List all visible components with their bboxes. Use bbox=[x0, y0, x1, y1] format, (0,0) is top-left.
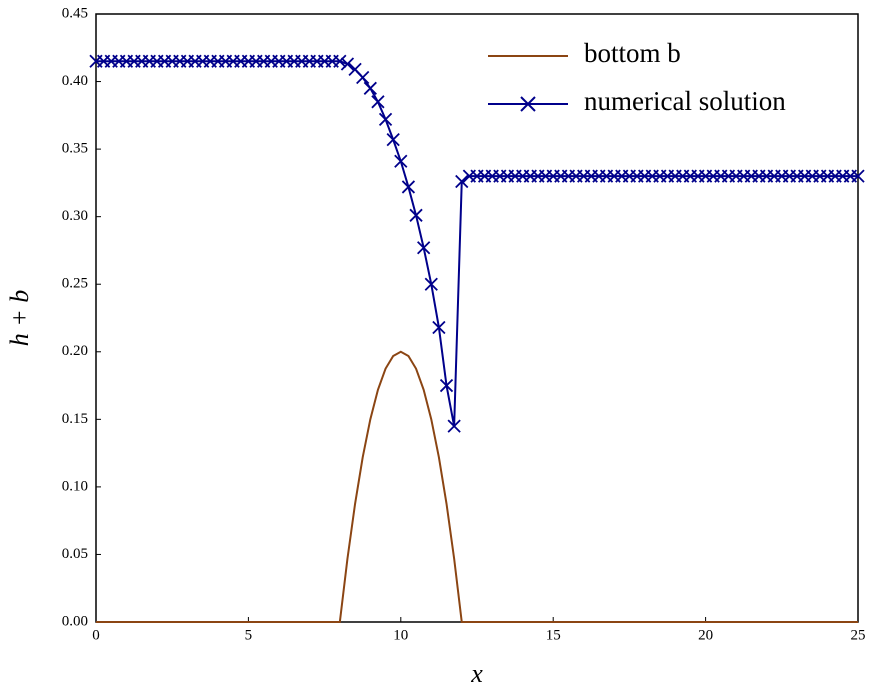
legend-marker bbox=[520, 96, 536, 112]
marker bbox=[432, 320, 446, 335]
x-tick-label: 20 bbox=[698, 627, 713, 643]
marker bbox=[394, 154, 408, 168]
marker bbox=[401, 180, 416, 194]
x-tick-label: 25 bbox=[851, 627, 866, 643]
marker bbox=[455, 174, 469, 189]
marker bbox=[409, 208, 423, 222]
x-tick-label: 10 bbox=[393, 627, 408, 643]
marker bbox=[356, 70, 370, 85]
marker bbox=[363, 81, 377, 95]
y-tick-label: 0.25 bbox=[62, 276, 88, 292]
y-tick-label: 0.15 bbox=[62, 411, 88, 427]
marker bbox=[447, 419, 461, 433]
legend-label: bottom b bbox=[584, 38, 681, 68]
x-tick-label: 0 bbox=[92, 627, 100, 643]
x-tick-label: 5 bbox=[245, 627, 253, 643]
x-axis-label: x bbox=[470, 659, 483, 688]
marker bbox=[340, 57, 355, 71]
marker bbox=[424, 277, 438, 291]
marker bbox=[851, 169, 865, 183]
y-tick-label: 0.35 bbox=[62, 141, 88, 157]
series-line bbox=[96, 350, 858, 623]
x-tick-label: 15 bbox=[546, 627, 561, 643]
y-axis-label: h + b bbox=[5, 290, 34, 347]
y-tick-label: 0.20 bbox=[62, 343, 88, 359]
y-tick-label: 0.40 bbox=[62, 73, 88, 89]
y-tick-label: 0.45 bbox=[62, 5, 88, 21]
y-tick-label: 0.30 bbox=[62, 208, 88, 224]
marker bbox=[333, 54, 347, 68]
marker bbox=[386, 133, 400, 147]
marker bbox=[417, 241, 431, 255]
legend-label: numerical solution bbox=[584, 86, 786, 116]
marker bbox=[378, 112, 393, 127]
marker bbox=[439, 378, 454, 393]
marker bbox=[371, 95, 385, 109]
y-tick-label: 0.10 bbox=[62, 478, 88, 494]
y-tick-label: 0.00 bbox=[62, 613, 88, 629]
y-tick-label: 0.05 bbox=[62, 546, 88, 562]
